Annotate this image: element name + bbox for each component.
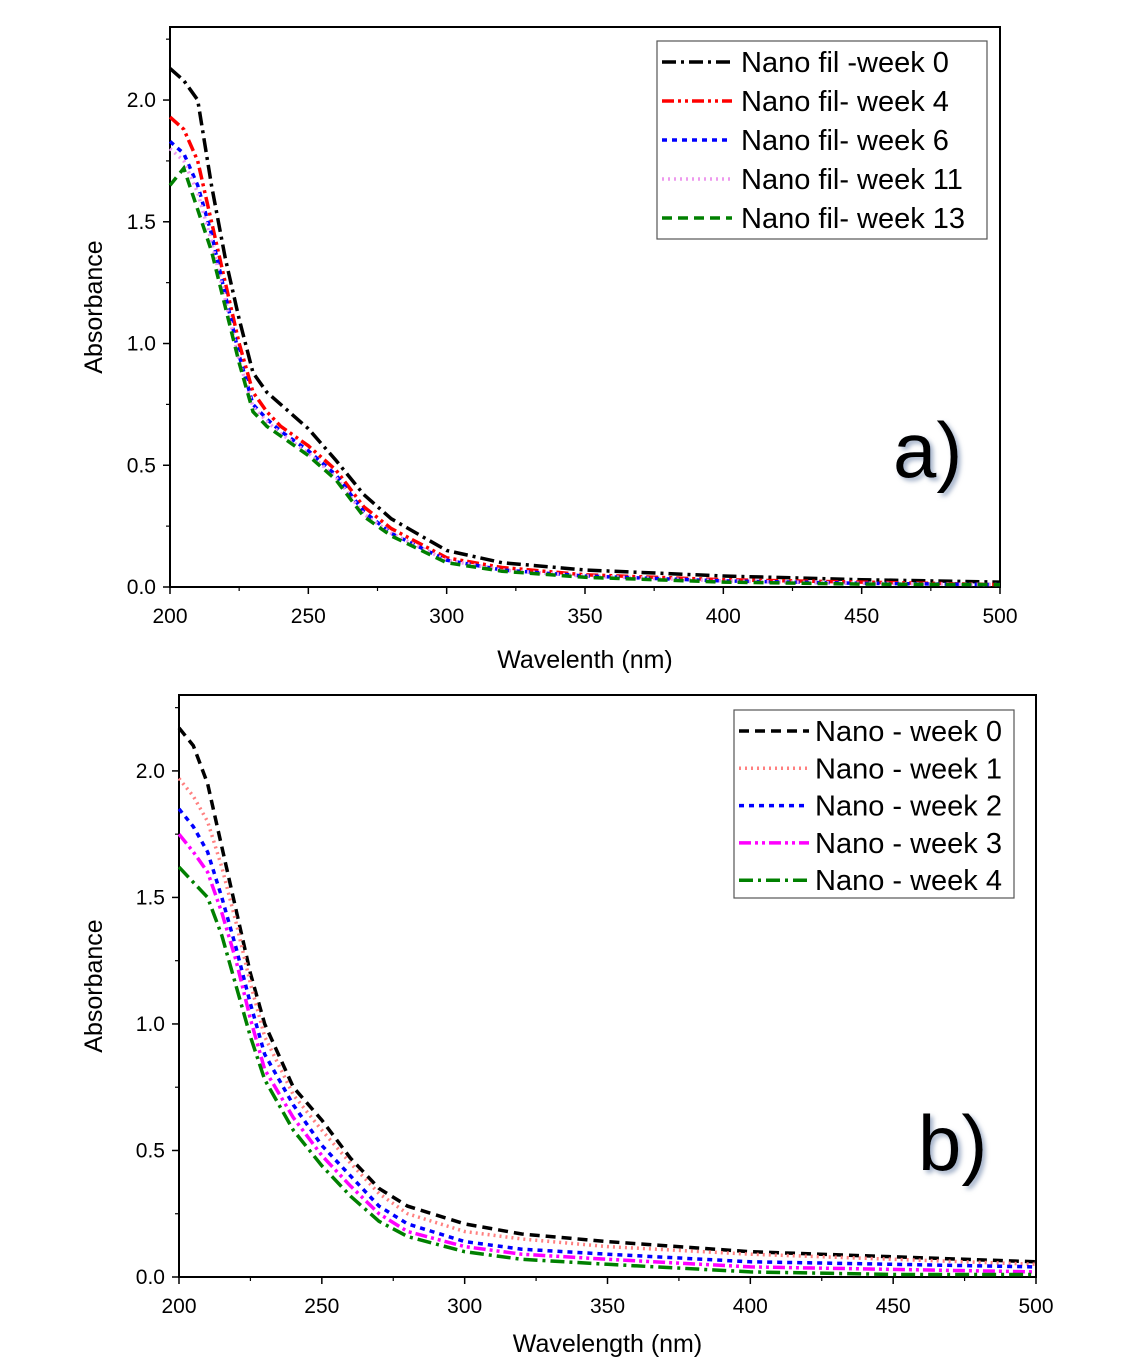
- x-tick-label: 450: [844, 605, 879, 628]
- y-tick-label: 2.0: [136, 760, 165, 783]
- y-axis-label: Absorbance: [80, 240, 108, 373]
- legend: Nano fil -week 0 Nano fil- week 4 Nano fil…: [656, 40, 988, 240]
- y-tick-label: 1.5: [127, 211, 156, 234]
- y-tick-label: 1.0: [136, 1013, 165, 1036]
- y-tick-label: 0.0: [127, 576, 156, 599]
- x-tick-label: 200: [152, 605, 187, 628]
- legend-label: Nano fil -week 0: [741, 47, 949, 79]
- x-tick-label: 250: [291, 605, 326, 628]
- x-tick-label: 300: [429, 605, 464, 628]
- x-tick-label: 200: [161, 1295, 196, 1318]
- series-line: [168, 147, 1001, 587]
- legend-label: Nano - week 1: [815, 753, 1002, 785]
- series-line: [177, 865, 1036, 1277]
- series-line: [168, 67, 1001, 584]
- x-axis-label: Wavelenth (nm): [497, 646, 673, 674]
- x-axis-label: Wavelength (nm): [513, 1330, 702, 1358]
- series-line: [177, 807, 1037, 1269]
- chart-1: 200 250 300 350 400 450 500 0.0 0.5 1.0 1.5 2.0 Wave…: [80, 26, 1018, 674]
- panel-annotation: a): [893, 406, 962, 494]
- y-tick-label: 0.0: [136, 1266, 165, 1289]
- y-tick-label: 2.0: [127, 89, 156, 112]
- x-tick-label: 500: [982, 605, 1017, 628]
- x-tick-label: 450: [876, 1295, 911, 1318]
- y-tick-label: 1.5: [136, 886, 165, 909]
- x-tick-label: 350: [590, 1295, 625, 1318]
- legend-label: Nano - week 4: [815, 865, 1002, 897]
- x-tick-label: 300: [447, 1295, 482, 1318]
- legend-label: Nano - week 3: [815, 828, 1002, 860]
- series-line: [177, 777, 1037, 1267]
- y-tick-label: 1.0: [127, 333, 156, 356]
- legend-box: [656, 40, 988, 240]
- series-line: [168, 115, 1001, 587]
- series-line: [177, 833, 1037, 1274]
- legend-label: Nano - week 0: [815, 716, 1002, 748]
- legend-label: Nano fil- week 6: [741, 125, 949, 157]
- x-tick-label: 500: [1018, 1295, 1053, 1318]
- series-line: [168, 164, 1001, 587]
- x-tick-label: 250: [304, 1295, 339, 1318]
- legend-label: Nano fil- week 4: [741, 86, 949, 118]
- panel-annotation: b): [918, 1099, 987, 1187]
- y-axis-label: Absorbance: [80, 919, 108, 1052]
- legend-label: Nano fil- week 13: [741, 203, 965, 235]
- y-tick-label: 0.5: [136, 1139, 165, 1162]
- legend: Nano - week 0 Nano - week 1 Nano - week 2 N…: [733, 709, 1015, 899]
- y-tick-label: 0.5: [127, 454, 156, 477]
- legend-label: Nano - week 2: [815, 791, 1002, 823]
- legend-label: Nano fil- week 11: [741, 164, 963, 196]
- x-tick-label: 400: [733, 1295, 768, 1318]
- x-tick-label: 350: [567, 605, 602, 628]
- chart-2: 200 250 300 350 400 450 500 0.0 0.5 1.0 1.5 2.0 Wave…: [80, 694, 1054, 1358]
- series-line: [177, 726, 1037, 1264]
- x-tick-label: 400: [706, 605, 741, 628]
